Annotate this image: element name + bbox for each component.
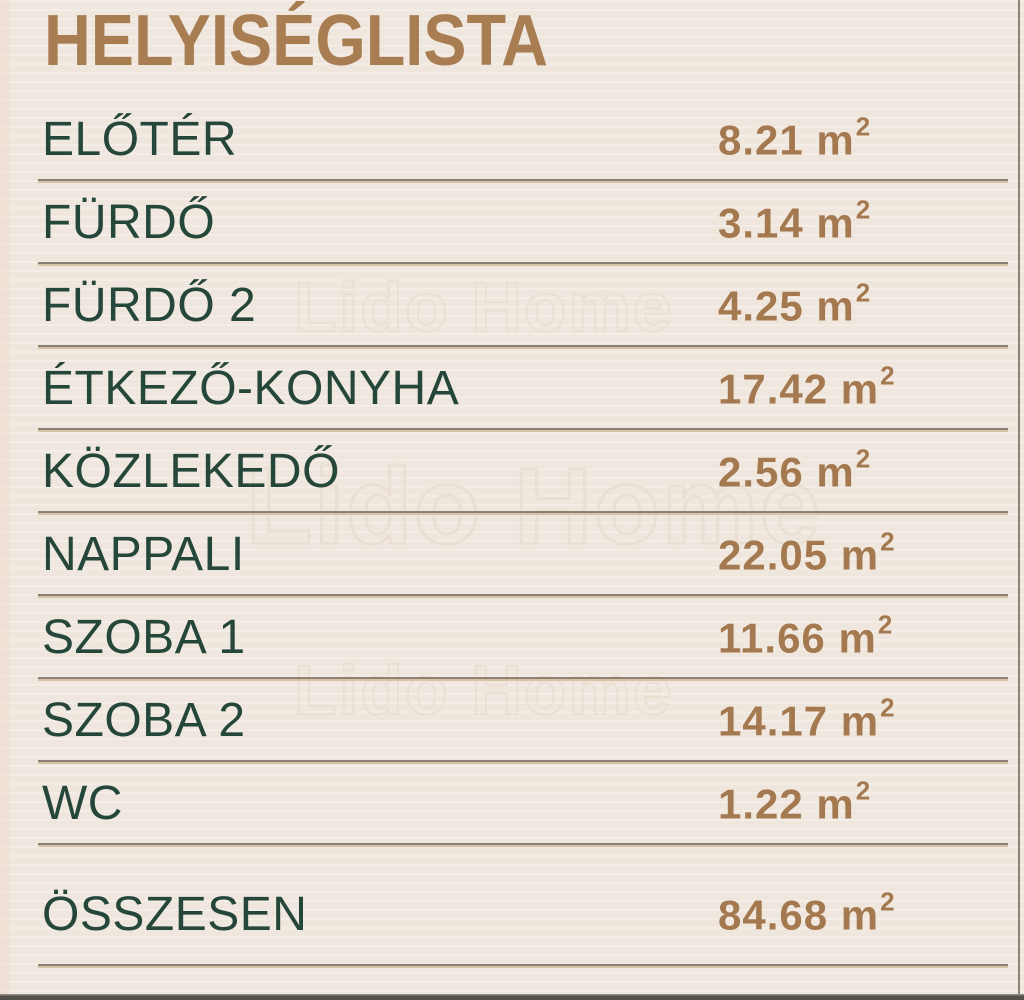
row-separator [38,760,1008,764]
area-unit: m [840,891,880,938]
total-label: ÖSSZESEN [42,888,308,941]
row-separator [38,179,1008,183]
room-area: 17.42 m2 [718,360,895,413]
room-area: 2.56 m2 [718,443,870,496]
room-area: 4.25 m2 [718,277,870,330]
area-value: 4.25 [718,282,804,329]
room-name: NAPPALI [42,528,245,581]
table-row: SZOBA 2 14.17 m2 [0,681,1024,760]
row-separator [38,345,1008,349]
area-value: 14.17 [718,697,829,744]
area-unit: m [840,365,880,412]
bottom-edge-line [0,994,1024,1000]
right-border-line [1018,0,1020,1000]
area-value: 17.42 [718,365,829,412]
room-name: SZOBA 1 [42,611,246,664]
room-table: ELŐTÉR 8.21 m2 FÜRDŐ 3.14 m2 FÜRDŐ 2 4.2… [0,100,1024,847]
area-value: 22.05 [718,531,829,578]
room-name: ÉTKEZŐ-KONYHA [42,362,460,415]
area-unit-exponent: 2 [880,360,896,390]
area-unit: m [816,780,855,827]
row-separator [38,843,1008,847]
room-area: 14.17 m2 [718,692,895,745]
total-area: 84.68 m2 [718,886,895,939]
total-separator [38,964,1008,968]
area-unit-exponent: 2 [855,194,872,224]
area-value: 11.66 [718,614,826,661]
room-area: 22.05 m2 [718,526,895,579]
room-area: 3.14 m2 [718,194,870,247]
page-title: HELYISÉGLISTA [44,1,549,81]
row-separator [38,677,1008,681]
area-unit: m [838,614,877,661]
area-unit-exponent: 2 [855,111,872,141]
area-unit-exponent: 2 [855,277,872,307]
left-edge-strip [0,0,9,1000]
total-row: ÖSSZESEN 84.68 m2 [0,847,1024,964]
area-unit: m [816,116,855,163]
area-unit: m [816,448,855,495]
room-area: 11.66 m2 [718,609,892,662]
area-value: 3.14 [718,199,804,246]
table-row: WC 1.22 m2 [0,764,1024,843]
table-row: ÉTKEZŐ-KONYHA 17.42 m2 [0,349,1024,428]
room-name: WC [42,777,123,830]
table-row: FÜRDŐ 2 4.25 m2 [0,266,1024,345]
table-row: FÜRDŐ 3.14 m2 [0,183,1024,262]
table-row: NAPPALI 22.05 m2 [0,515,1024,594]
area-unit-exponent: 2 [880,886,896,916]
table-row: SZOBA 1 11.66 m2 [0,598,1024,677]
room-name: FÜRDŐ 2 [42,279,257,332]
area-unit: m [816,282,855,329]
table-row: KÖZLEKEDŐ 2.56 m2 [0,432,1024,511]
row-separator [38,262,1008,266]
room-name: FÜRDŐ [42,196,216,249]
row-separator [38,594,1008,598]
area-value: 84.68 [718,891,829,938]
area-value: 8.21 [718,116,804,163]
area-unit: m [840,697,880,744]
room-area: 1.22 m2 [718,775,870,828]
area-unit-exponent: 2 [880,526,896,556]
row-separator [38,428,1008,432]
area-value: 2.56 [718,448,804,495]
area-unit-exponent: 2 [877,609,894,639]
room-name: ELŐTÉR [42,113,238,166]
area-unit: m [816,199,855,246]
row-separator [38,511,1008,515]
table-row: ELŐTÉR 8.21 m2 [0,100,1024,179]
room-name: SZOBA 2 [42,694,246,747]
area-unit-exponent: 2 [880,692,896,722]
area-unit: m [840,531,880,578]
room-area: 8.21 m2 [718,111,870,164]
area-value: 1.22 [718,780,804,827]
area-unit-exponent: 2 [855,443,872,473]
room-name: KÖZLEKEDŐ [42,445,340,498]
area-unit-exponent: 2 [855,775,872,805]
